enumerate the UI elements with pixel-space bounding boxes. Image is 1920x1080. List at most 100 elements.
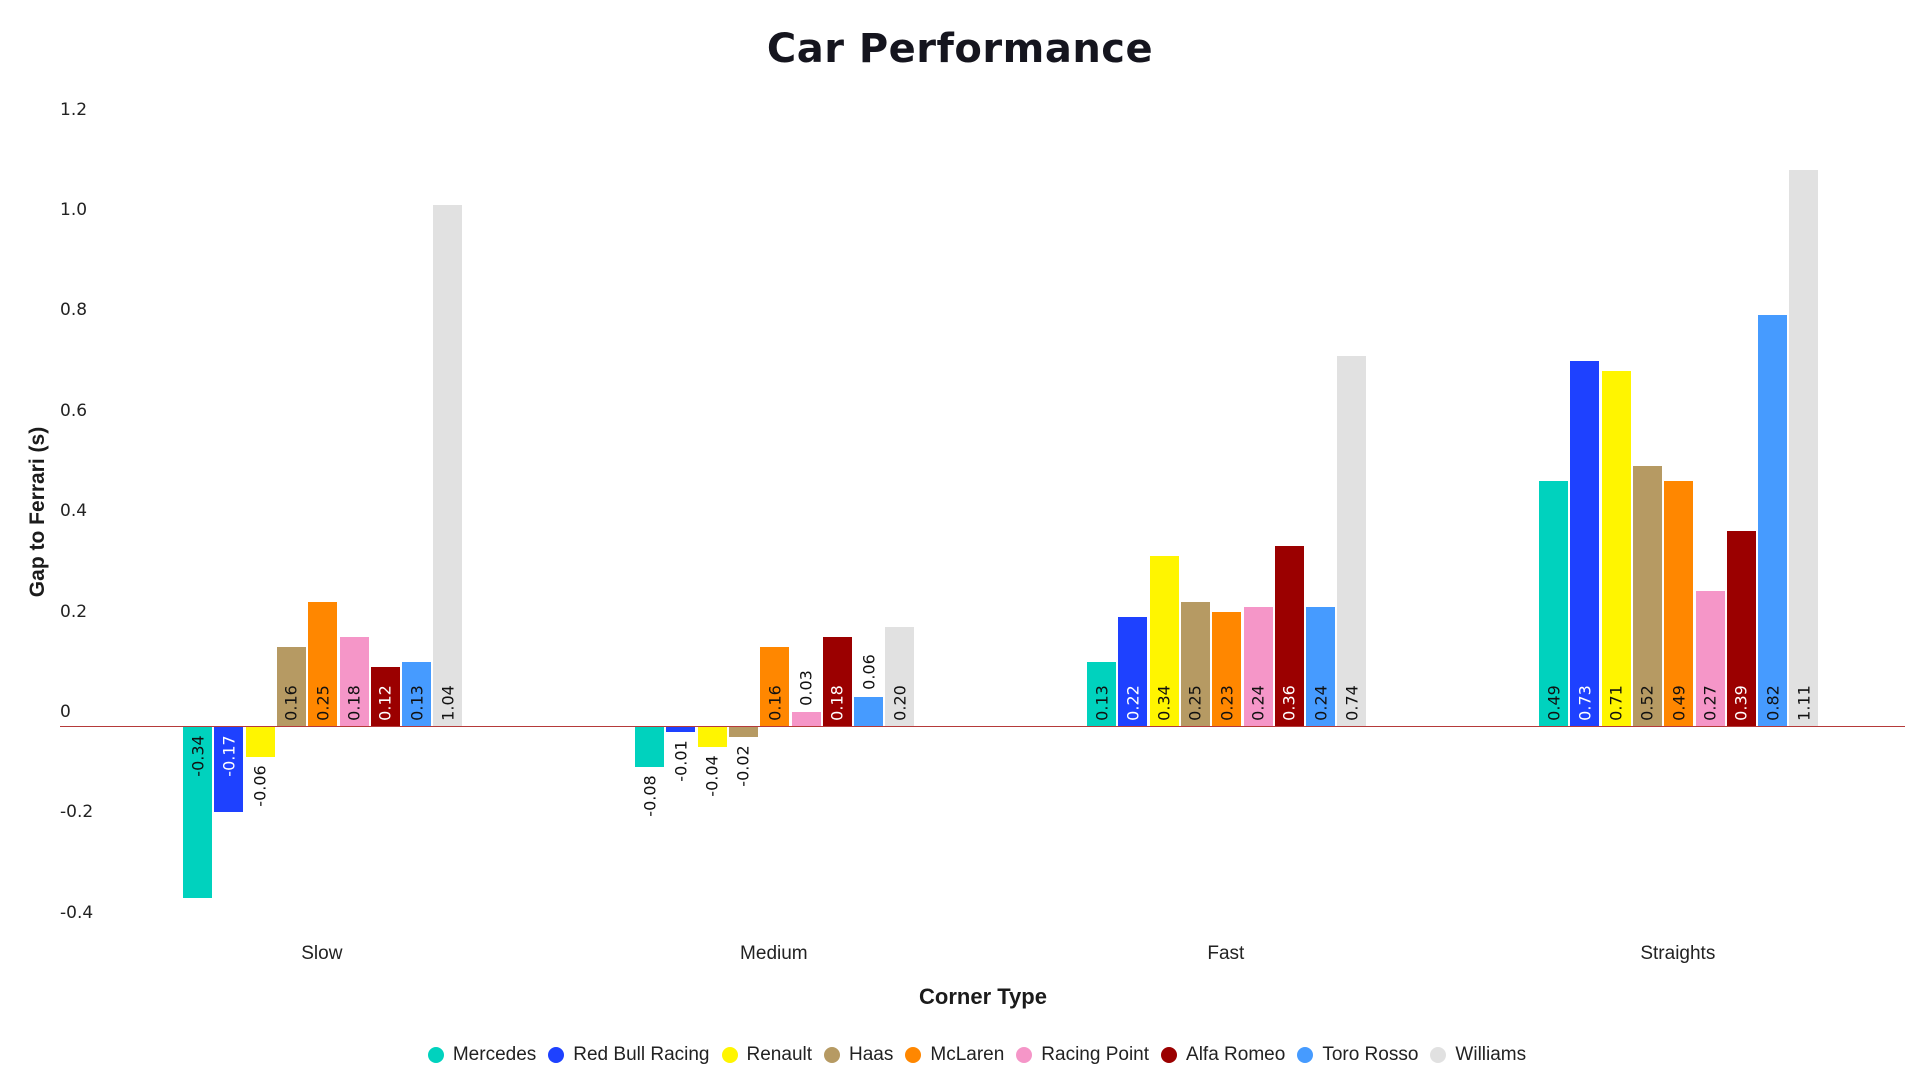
legend-dot-icon xyxy=(1161,1047,1178,1063)
bar-value-label: -0.17 xyxy=(219,735,239,777)
bar-haas-slow xyxy=(276,646,306,727)
legend-item-haas[interactable]: Haas xyxy=(824,1044,893,1066)
bar-alfa-romeo-slow xyxy=(370,666,400,727)
y-tick-label: 0.4 xyxy=(60,501,88,522)
bar-value-label: 0.49 xyxy=(1669,684,1689,721)
bar-value-label: 0.20 xyxy=(890,684,910,721)
chart-title: Car Performance xyxy=(766,26,1154,72)
bar-alfa-romeo-medium xyxy=(822,636,852,727)
legend-dot-icon xyxy=(1297,1047,1314,1063)
y-tick-label: 0 xyxy=(60,702,71,722)
bar-williams-slow xyxy=(433,204,463,727)
legend-label: McLaren xyxy=(930,1044,1005,1065)
bar-value-label: 0.74 xyxy=(1342,684,1362,721)
bar-renault-straights xyxy=(1601,370,1631,727)
bar-value-label: 0.22 xyxy=(1123,684,1143,721)
bar-value-label: 0.25 xyxy=(1185,684,1205,721)
bar-value-label: -0.01 xyxy=(671,740,691,782)
y-tick-label: -0.4 xyxy=(60,902,94,923)
bar-value-label: 0.24 xyxy=(1248,684,1268,721)
legend-dot-icon xyxy=(427,1047,444,1063)
legend-item-racing-point[interactable]: Racing Point xyxy=(1016,1044,1149,1066)
bar-alfa-romeo-fast xyxy=(1274,546,1304,727)
legend-label: Alfa Romeo xyxy=(1186,1044,1286,1065)
legend-label: Mercedes xyxy=(452,1044,537,1065)
x-axis-title: Corner Type xyxy=(919,984,1047,1009)
legend-label: Renault xyxy=(746,1044,813,1065)
bar-mercedes-medium xyxy=(635,727,664,768)
bar-value-label: -0.04 xyxy=(702,755,722,797)
legend-label: Haas xyxy=(849,1044,894,1065)
legend-label: Racing Point xyxy=(1041,1044,1150,1065)
bar-value-label: 0.39 xyxy=(1731,684,1751,721)
bar-toro-rosso-slow xyxy=(402,661,432,727)
bar-mercedes-slow xyxy=(183,727,212,898)
bar-mercedes-fast xyxy=(1087,661,1116,727)
bar-williams-straights xyxy=(1789,169,1819,727)
bar-toro-rosso-fast xyxy=(1306,606,1336,727)
y-tick-label: 0.6 xyxy=(60,400,88,421)
bar-renault-fast xyxy=(1149,556,1179,727)
bar-racing-point-slow xyxy=(339,636,369,727)
bar-value-label: -0.02 xyxy=(733,745,753,787)
bar-value-label: 0.13 xyxy=(1092,684,1111,721)
bar-red-bull-racing-straights xyxy=(1570,360,1600,727)
legend-dot-icon xyxy=(1430,1047,1447,1063)
x-category-label: Straights xyxy=(1640,943,1716,964)
bar-value-label: 0.06 xyxy=(859,654,879,691)
bar-mclaren-straights xyxy=(1664,481,1694,727)
bar-toro-rosso-straights xyxy=(1758,315,1788,727)
bar-value-label: -0.06 xyxy=(250,765,270,807)
bar-racing-point-straights xyxy=(1695,591,1725,727)
bar-renault-medium xyxy=(697,727,727,748)
bar-value-label: 0.03 xyxy=(796,669,816,706)
bar-value-label: 0.49 xyxy=(1544,684,1563,721)
legend-dot-icon xyxy=(905,1047,922,1063)
bar-value-label: 0.82 xyxy=(1763,684,1783,721)
bar-value-label: 0.16 xyxy=(765,684,785,721)
bar-value-label: 0.18 xyxy=(827,684,847,721)
bar-red-bull-racing-slow xyxy=(214,727,244,813)
bar-red-bull-racing-medium xyxy=(666,727,696,733)
bar-value-label: 0.24 xyxy=(1311,684,1331,721)
bar-value-label: 0.73 xyxy=(1575,684,1595,721)
bar-mercedes-straights xyxy=(1539,481,1568,727)
y-tick-label: 1.0 xyxy=(60,200,88,220)
legend-label: Toro Rosso xyxy=(1322,1044,1419,1065)
x-category-label: Medium xyxy=(740,943,808,964)
bar-value-label: 0.52 xyxy=(1637,684,1657,721)
bar-value-label: 0.23 xyxy=(1217,684,1237,721)
legend-item-mercedes[interactable]: Mercedes xyxy=(427,1044,537,1066)
legend-dot-icon xyxy=(1016,1047,1033,1063)
bar-red-bull-racing-fast xyxy=(1118,616,1148,727)
bar-value-label: -0.08 xyxy=(640,775,659,817)
legend-label: Red Bull Racing xyxy=(573,1044,710,1065)
y-tick-label: -0.2 xyxy=(60,802,94,823)
legend-item-red-bull-racing[interactable]: Red Bull Racing xyxy=(548,1044,710,1066)
bar-value-label: 0.16 xyxy=(281,684,301,721)
legend-item-renault[interactable]: Renault xyxy=(721,1044,813,1066)
legend-dot-icon xyxy=(721,1047,738,1063)
legend-item-williams[interactable]: Williams xyxy=(1430,1044,1526,1066)
bar-renault-slow xyxy=(245,727,275,758)
legend-item-toro-rosso[interactable]: Toro Rosso xyxy=(1297,1044,1418,1066)
bar-haas-straights xyxy=(1632,465,1662,727)
legend-item-alfa-romeo[interactable]: Alfa Romeo xyxy=(1161,1044,1285,1066)
y-axis-title: Gap to Ferrari (s) xyxy=(26,426,49,598)
bar-racing-point-medium xyxy=(791,711,821,727)
y-tick-label: 0.8 xyxy=(60,300,88,321)
zero-baseline xyxy=(60,726,1905,727)
bar-haas-fast xyxy=(1180,601,1210,727)
bar-value-label: 0.34 xyxy=(1154,684,1174,721)
bar-mclaren-slow xyxy=(308,601,338,727)
bar-value-label: 0.25 xyxy=(313,684,333,721)
legend-item-mclaren[interactable]: McLaren xyxy=(905,1044,1004,1066)
bar-mclaren-fast xyxy=(1212,611,1242,727)
y-tick-label: 1.2 xyxy=(60,99,88,120)
legend-label: Williams xyxy=(1455,1044,1527,1065)
bar-value-label: 0.27 xyxy=(1700,684,1720,721)
bar-value-label: 0.13 xyxy=(407,684,427,721)
legend-dot-icon xyxy=(824,1047,841,1063)
bar-value-label: 1.04 xyxy=(438,684,458,721)
bar-alfa-romeo-straights xyxy=(1726,531,1756,727)
